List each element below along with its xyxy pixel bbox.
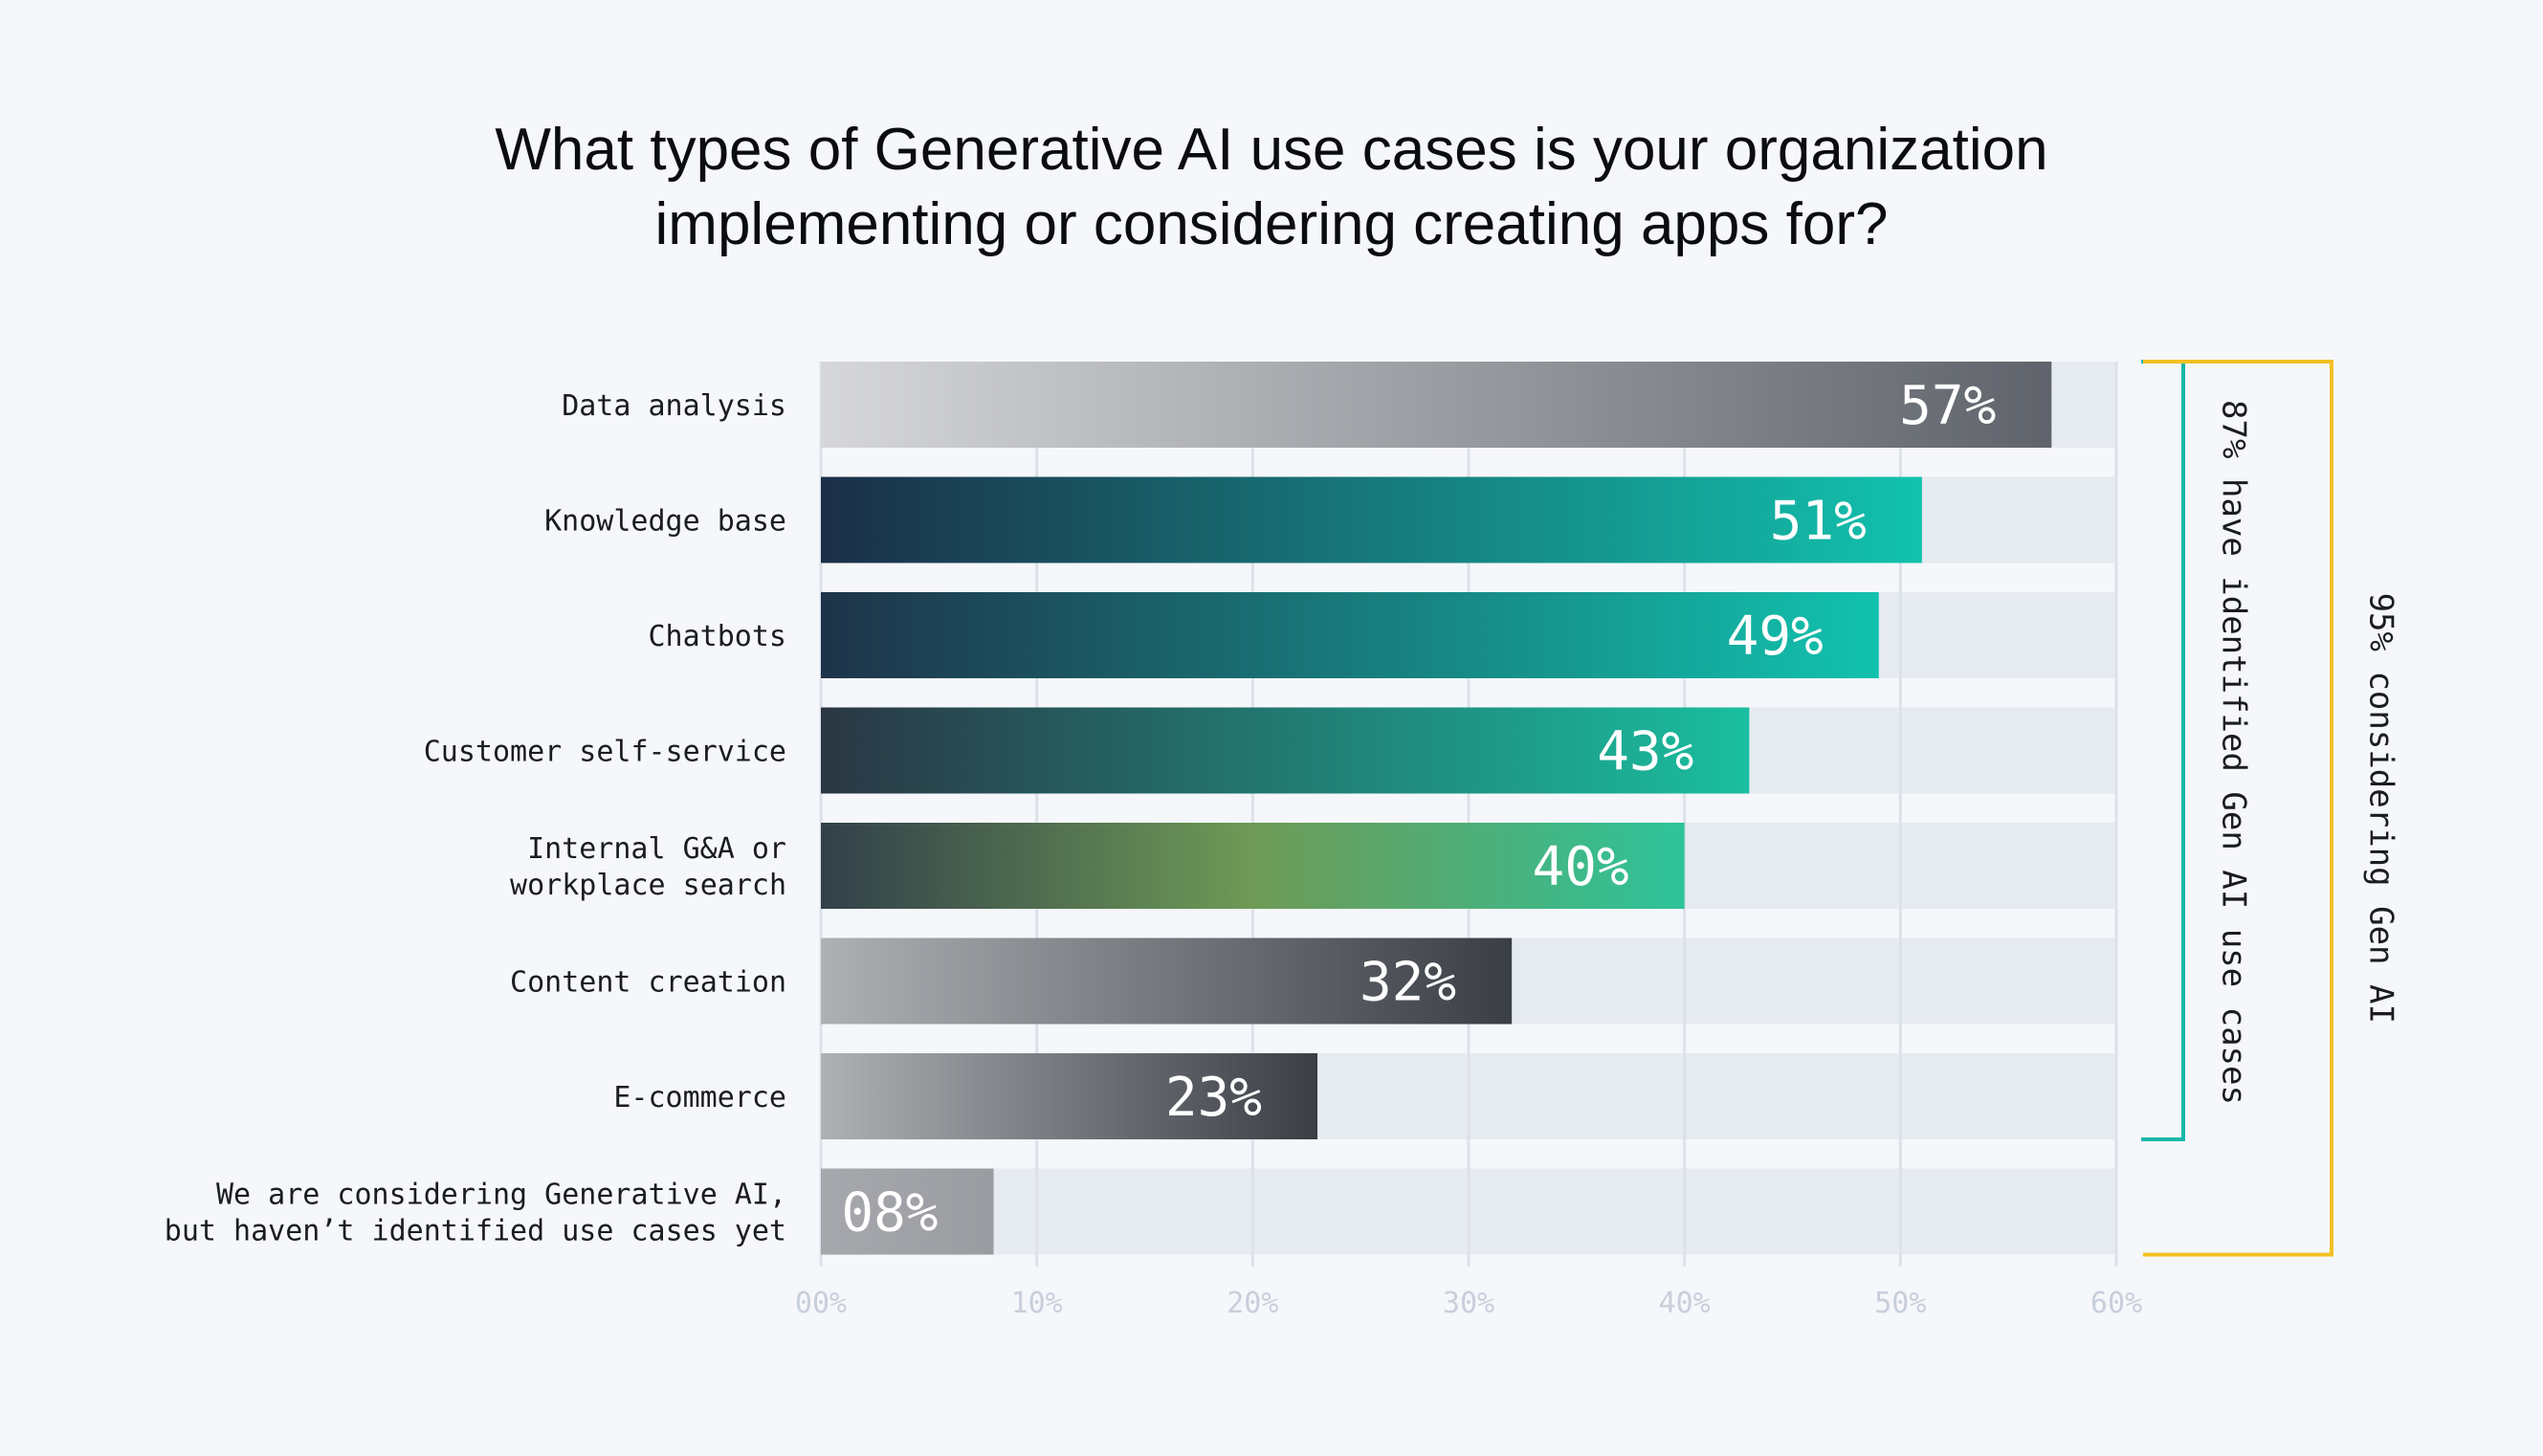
data-label: 40% <box>1533 836 1629 898</box>
chart-title: What types of Generative AI use cases is… <box>0 113 2543 262</box>
category-label: Internal G&A or <box>527 832 786 866</box>
data-label: 43% <box>1597 721 1693 783</box>
category-label: Chatbots <box>649 620 787 653</box>
x-tick-label: 40% <box>1659 1287 1711 1320</box>
category-label: Content creation <box>510 966 786 1000</box>
chart-title-line-1: What types of Generative AI use cases is… <box>495 117 2048 183</box>
bar <box>821 938 1513 1025</box>
data-label: 32% <box>1360 952 1456 1014</box>
bar <box>821 1053 1318 1139</box>
category-label: Knowledge base <box>544 505 786 539</box>
x-tick-label: 50% <box>1874 1287 1926 1320</box>
x-axis-ticks: 00% 10% 20% 30% 40% 50% 60% <box>795 1287 2142 1320</box>
bar <box>821 362 2052 448</box>
category-label: We are considering Generative AI, <box>216 1179 786 1212</box>
x-tick-label: 20% <box>1227 1287 1278 1320</box>
data-label: 57% <box>1899 375 1996 437</box>
bars: 57% 51% 49% 43% 40% 32% 23% 08% <box>821 362 2052 1255</box>
category-label: E-commerce <box>613 1081 786 1114</box>
data-label: 08% <box>841 1182 938 1245</box>
data-label: 51% <box>1770 491 1867 553</box>
bar <box>821 1168 994 1255</box>
x-tick-label: 60% <box>2090 1287 2142 1320</box>
category-label: but haven’t identified use cases yet <box>165 1215 786 1248</box>
bracket-label: 95% considering Gen AI <box>2362 593 2400 1024</box>
category-labels: Data analysis Knowledge base Chatbots Custo… <box>165 389 786 1248</box>
bar <box>821 476 1922 563</box>
bar <box>821 823 1685 909</box>
brackets: 87% have identified Gen AI use cases 95% … <box>2141 360 2400 1257</box>
bracket-line <box>2141 360 2185 1141</box>
bar <box>821 707 1750 794</box>
bracket-line <box>2143 360 2333 1257</box>
data-label: 49% <box>1727 606 1824 668</box>
bracket-label: 87% have identified Gen AI use cases <box>2215 400 2253 1105</box>
category-label: Customer self-service <box>424 736 786 769</box>
data-label: 23% <box>1165 1067 1262 1129</box>
chart-title-line-2: implementing or considering creating app… <box>654 191 1889 257</box>
x-tick-label: 10% <box>1011 1287 1063 1320</box>
category-label: Data analysis <box>562 389 786 423</box>
bar <box>821 592 1879 678</box>
category-label: workplace search <box>510 869 786 902</box>
x-tick-label: 00% <box>795 1287 847 1320</box>
x-tick-label: 30% <box>1443 1287 1494 1320</box>
